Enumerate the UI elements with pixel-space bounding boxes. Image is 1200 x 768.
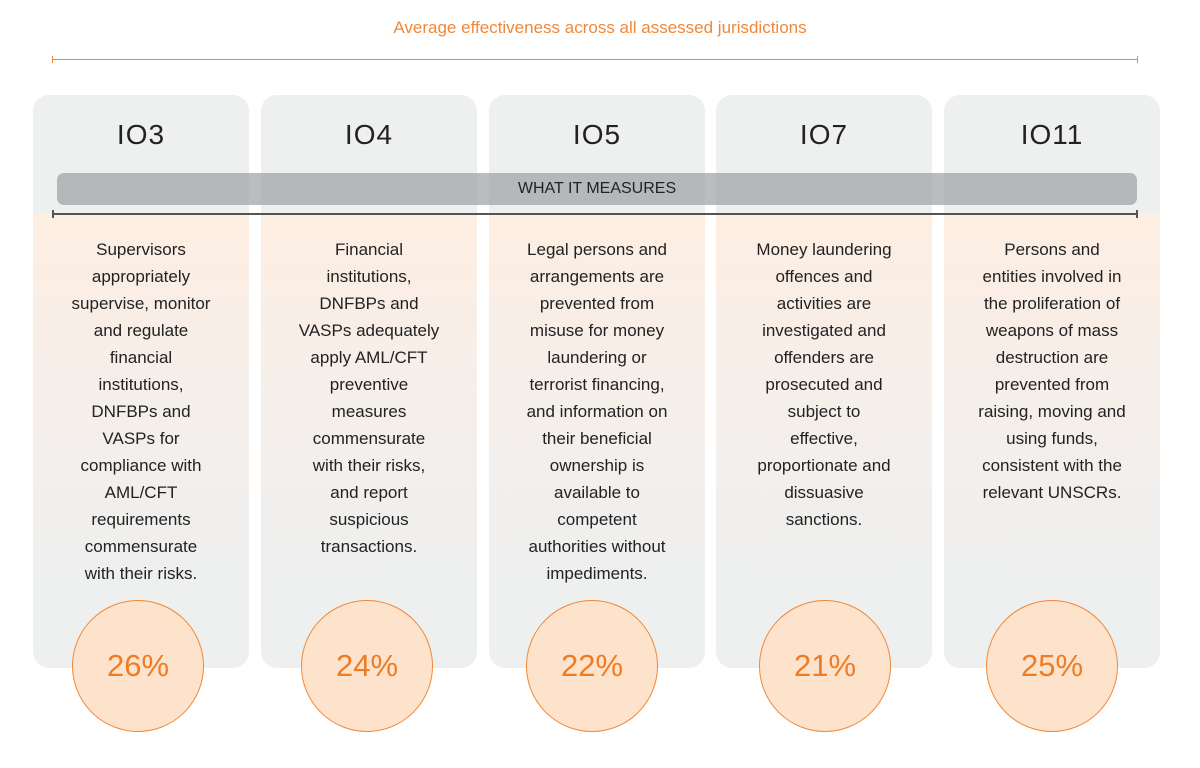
what-it-measures-bar: WHAT IT MEASURES: [57, 173, 1137, 205]
effectiveness-circle-io5: 22%: [526, 600, 658, 732]
outcome-code: IO11: [1020, 119, 1084, 150]
outcome-description: Persons and entities involved in the pro…: [978, 240, 1126, 502]
outcome-code: IO4: [344, 119, 394, 150]
outcome-description: Money laundering offences and activities…: [756, 240, 892, 529]
title-divider: [52, 56, 1138, 63]
outcome-code: IO5: [572, 119, 622, 150]
outcome-description: Financial institutions, DNFBPs and VASPs…: [298, 240, 440, 556]
outcome-description: Supervisors appropriately supervise, mon…: [71, 240, 211, 583]
effectiveness-circle-io7: 21%: [759, 600, 891, 732]
effectiveness-circle-io3: 26%: [72, 600, 204, 732]
effectiveness-circle-io11: 25%: [986, 600, 1118, 732]
measures-divider: [52, 210, 1138, 218]
header-title: Average effectiveness across all assesse…: [393, 18, 807, 37]
effectiveness-circle-io4: 24%: [301, 600, 433, 732]
outcome-description: Legal persons and arrangements are preve…: [526, 240, 668, 583]
outcome-code: IO3: [116, 119, 166, 150]
outcome-code: IO7: [799, 119, 849, 150]
